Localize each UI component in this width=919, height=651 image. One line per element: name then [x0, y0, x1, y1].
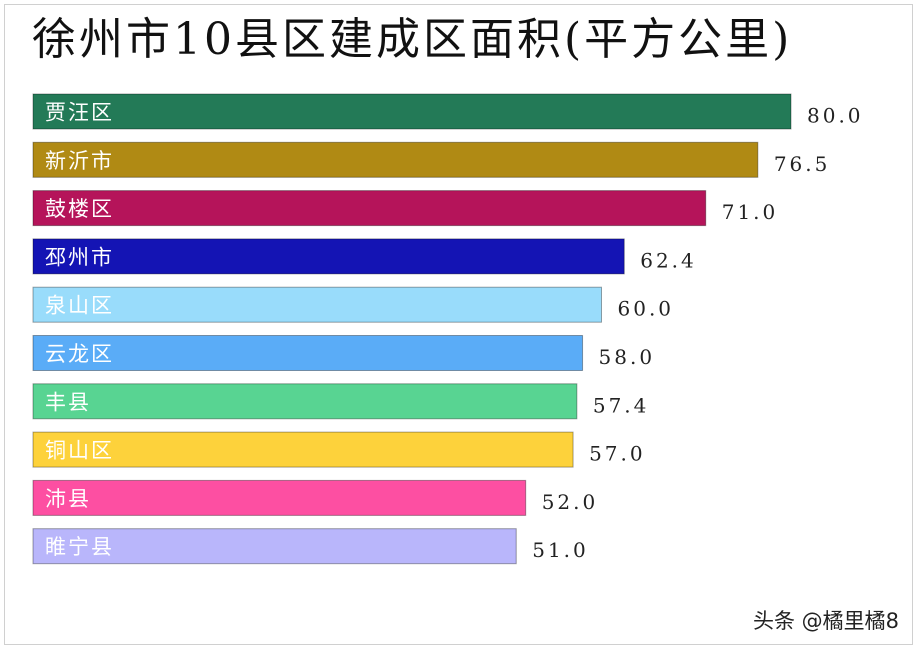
- bar-5: [32, 286, 602, 323]
- bar-3: [32, 190, 707, 227]
- value-label-7: 57.4: [593, 393, 650, 417]
- category-label-8: 铜山区: [45, 439, 114, 463]
- value-label-1: 80.0: [807, 104, 864, 128]
- category-label-6: 云龙区: [45, 342, 114, 366]
- watermark: 头条 @橘里橘8: [752, 609, 899, 633]
- category-label-9: 沛县: [45, 487, 91, 511]
- value-label-2: 76.5: [774, 152, 831, 176]
- category-label-7: 丰县: [45, 390, 91, 414]
- category-label-2: 新沂市: [45, 149, 114, 173]
- value-label-9: 52.0: [542, 490, 599, 514]
- bar-7: [32, 383, 578, 420]
- category-label-10: 睢宁县: [45, 535, 114, 559]
- category-label-5: 泉山区: [45, 294, 114, 318]
- value-label-4: 62.4: [640, 248, 697, 272]
- value-label-6: 58.0: [599, 345, 656, 369]
- bar-4: [32, 238, 625, 275]
- value-label-8: 57.0: [589, 442, 646, 466]
- bar-1: [32, 93, 792, 130]
- category-label-4: 邳州市: [45, 245, 114, 269]
- bar-8: [32, 431, 574, 468]
- bar-9: [32, 479, 527, 516]
- category-label-1: 贾汪区: [45, 101, 114, 125]
- category-label-3: 鼓楼区: [45, 197, 114, 221]
- chart-title: 徐州市10县区建成区面积(平方公里): [32, 14, 793, 65]
- value-label-10: 51.0: [532, 538, 589, 562]
- value-label-3: 71.0: [722, 200, 779, 224]
- value-label-5: 60.0: [618, 297, 675, 321]
- bar-6: [32, 335, 584, 371]
- bar-10: [32, 528, 517, 565]
- bar-2: [32, 141, 759, 178]
